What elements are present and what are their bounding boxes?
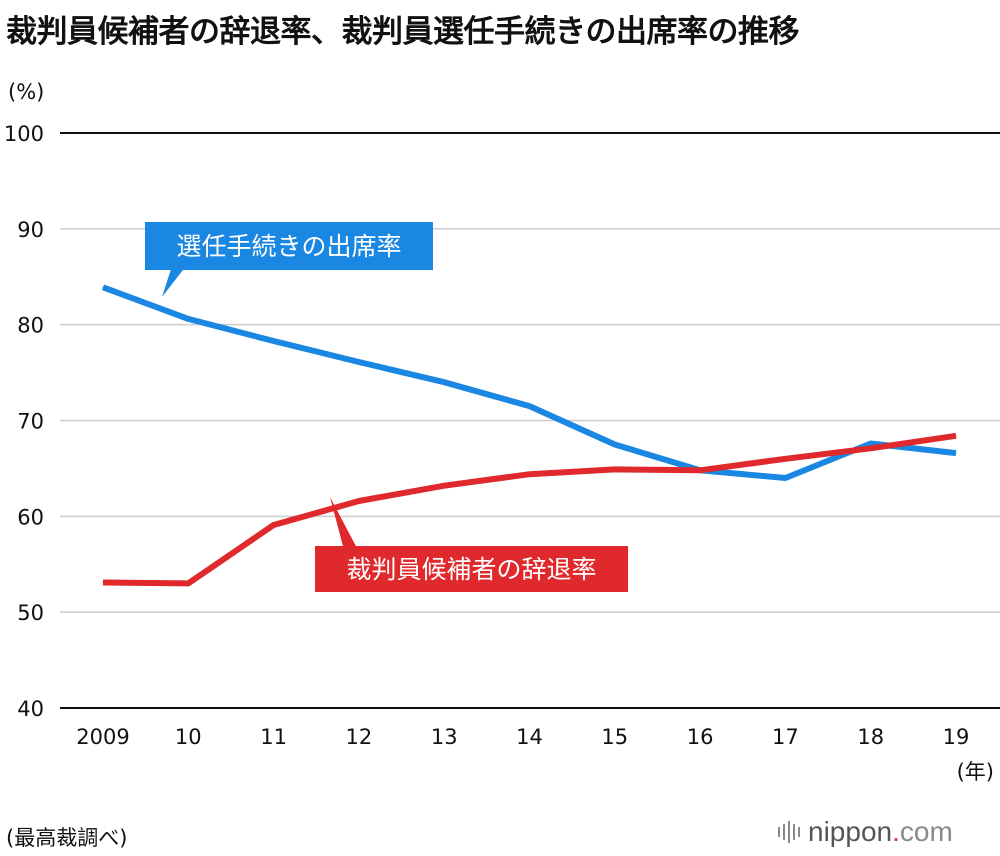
x-tick-label: 17 [772,725,799,749]
callout-box [315,546,628,592]
callout-box [145,222,433,270]
x-tick-label: 13 [431,725,458,749]
series-label: 選任手続きの出席率 [176,232,401,261]
x-tick-label: 10 [175,725,202,749]
x-tick-label: 15 [601,725,628,749]
x-tick-label: 19 [943,725,970,749]
x-tick-label: 18 [857,725,884,749]
data-point [955,435,957,437]
x-tick-label: 11 [260,725,287,749]
x-axis-unit-label: (年) [957,760,994,784]
data-point [273,524,275,526]
callout-pointer [330,497,358,550]
y-tick-label: 70 [17,410,44,434]
data-point [955,452,957,454]
data-point [784,458,786,460]
data-point [699,469,701,471]
y-tick-label: 100 [4,122,44,146]
logo-tld: com [899,816,953,847]
series-line-0 [101,284,957,481]
data-point [358,500,360,502]
data-point [273,340,275,342]
data-point [870,443,872,444]
logo-name: nippon [808,816,893,847]
y-tick-label: 60 [17,505,44,529]
data-point [187,582,189,584]
data-point [187,318,189,320]
nippon-logo: nippon. com [778,816,953,848]
source-note: (最高裁調べ) [6,826,128,850]
x-tick-label: 12 [346,725,373,749]
logo-dot: . [892,816,900,847]
logo-bars-icon [778,821,800,843]
data-point [784,477,786,479]
data-point [529,473,530,475]
data-point [102,286,104,288]
series-callout-0: 選任手続きの出席率 [145,222,433,297]
callout-pointer [162,266,186,297]
y-tick-label: 50 [17,601,44,625]
data-point [443,381,445,383]
x-tick-label: 2009 [76,725,129,749]
data-point [614,443,616,445]
data-point [614,468,616,470]
chart-title: 裁判員候補者の辞退率、裁判員選任手続きの出席率の推移 [6,14,800,50]
data-point [870,447,872,449]
series-callout-1: 裁判員候補者の辞退率 [315,497,628,592]
data-point [358,361,360,363]
y-axis-unit-label: (%) [8,80,44,104]
y-tick-label: 40 [17,697,44,721]
y-tick-label: 90 [17,218,44,242]
series-label: 裁判員候補者の辞退率 [346,555,596,584]
data-point [529,405,530,407]
data-point [102,581,104,583]
x-tick-label: 16 [687,725,714,749]
x-tick-label: 14 [516,725,543,749]
y-tick-label: 80 [17,314,44,338]
data-point [443,485,445,487]
